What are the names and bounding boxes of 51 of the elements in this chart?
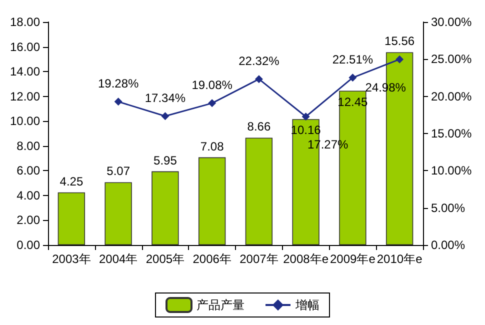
data-label: 22.51%	[332, 52, 374, 67]
data-label: 5.07	[106, 164, 130, 178]
data-label: 8.66	[247, 120, 271, 134]
y2-tick-label: 25.00%	[431, 52, 472, 66]
point	[348, 74, 357, 82]
y-tick-label: 2.00	[16, 213, 40, 228]
data-label: 4.25	[60, 174, 84, 188]
y2-tick-label: 0.00%	[431, 238, 466, 252]
x-tick-label: 2007年	[240, 252, 278, 266]
y-tick-label: 14.00	[10, 64, 40, 79]
point	[161, 112, 170, 120]
y-tick-label: 0.00	[16, 238, 40, 252]
y2-tick-label: 10.00%	[431, 164, 472, 178]
y2-tick-label: 5.00%	[431, 200, 466, 215]
x-tick-label: 2006年	[192, 252, 232, 266]
data-label: 22.32%	[238, 54, 280, 68]
data-label: 19.08%	[192, 78, 233, 92]
y-tick-label: 18.00	[10, 15, 40, 29]
bar	[198, 157, 226, 245]
y-tick-label: 16.00	[10, 40, 40, 54]
legend-label: 产品产量	[196, 298, 244, 312]
y-tick-label: 4.00	[16, 188, 40, 202]
bar	[152, 171, 179, 245]
y-tick-label: 12.00	[10, 89, 40, 104]
bar	[58, 192, 86, 245]
y2-tick-label: 15.00%	[431, 126, 472, 140]
legend-label: 增幅	[294, 298, 320, 312]
bar	[245, 138, 273, 245]
bar	[104, 182, 132, 245]
x-tick-label: 2008年e	[283, 252, 329, 266]
data-label: 17.34%	[144, 91, 186, 106]
x-tick-label: 2003年	[52, 252, 91, 266]
data-label: 19.28%	[98, 76, 139, 91]
y-tick-label: 10.00	[10, 114, 40, 128]
point	[208, 99, 216, 108]
data-label: 5.95	[154, 153, 178, 168]
point	[114, 98, 122, 106]
y2-tick-label: 20.00%	[431, 89, 472, 104]
point	[396, 55, 404, 64]
data-label: 17.27%	[307, 138, 348, 152]
point	[254, 75, 263, 84]
x-tick-label: 2009年e	[330, 252, 376, 266]
data-label: 7.08	[200, 139, 224, 154]
data-label: 15.56	[384, 34, 415, 48]
x-tick-label: 2004年	[98, 252, 138, 266]
x-tick-label: 2010年e	[376, 252, 423, 266]
y-tick-label: 8.00	[16, 138, 40, 153]
point	[302, 112, 310, 121]
y-tick-label: 6.00	[16, 164, 40, 178]
y2-tick-label: 30.00%	[431, 15, 472, 29]
x-tick-label: 2005年	[146, 252, 185, 266]
